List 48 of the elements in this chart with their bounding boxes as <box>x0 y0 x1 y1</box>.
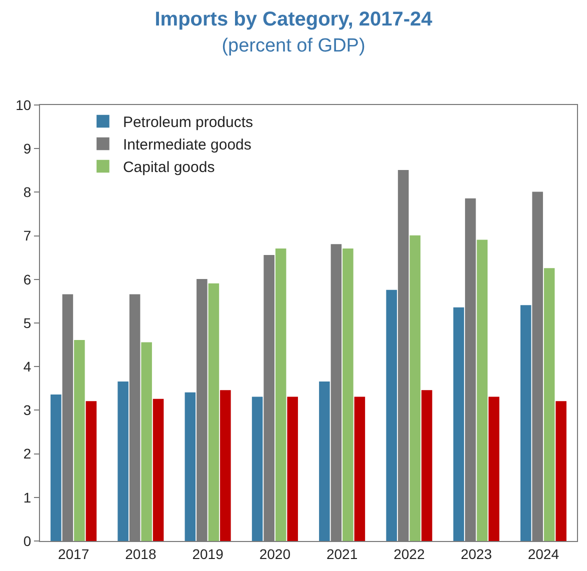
chart-subtitle: (percent of GDP) <box>222 36 366 57</box>
bar <box>86 401 97 541</box>
bar <box>184 392 196 541</box>
y-tick-label: 10 <box>16 96 32 113</box>
bar <box>544 268 555 541</box>
x-tick-label: 2020 <box>259 546 291 562</box>
x-tick-label: 2019 <box>192 546 224 562</box>
bar <box>386 290 397 541</box>
bar <box>342 248 354 541</box>
x-tick-label: 2022 <box>394 546 425 562</box>
bar <box>208 283 220 541</box>
bar <box>275 248 286 541</box>
y-tick-label: 8 <box>23 184 32 200</box>
bar <box>152 398 164 541</box>
legend-label: Intermediate goods <box>122 136 252 154</box>
bar <box>50 394 62 541</box>
bar <box>520 305 532 541</box>
y-tick-label: 7 <box>23 228 32 244</box>
bar <box>118 381 128 541</box>
x-tick-label: 2021 <box>326 546 358 562</box>
bar <box>410 235 420 541</box>
y-tick-label: 9 <box>23 140 32 156</box>
bar <box>488 396 500 541</box>
y-tick-label: 6 <box>23 271 32 288</box>
bar <box>141 342 152 541</box>
x-tick-label: 2024 <box>528 546 560 562</box>
bar <box>421 390 432 541</box>
y-tick-label: 0 <box>23 532 32 549</box>
bar <box>287 396 298 541</box>
y-tick-label: 2 <box>23 446 32 462</box>
bar <box>556 401 566 541</box>
chart-title: Imports by Category, 2017-24 <box>154 8 434 31</box>
bar <box>74 340 85 541</box>
bar <box>354 396 366 541</box>
y-tick-label: 1 <box>23 489 32 506</box>
y-tick-label: 4 <box>23 358 32 374</box>
bar <box>252 396 263 541</box>
bar <box>319 381 330 541</box>
bar <box>220 390 231 541</box>
bar <box>476 240 488 541</box>
x-tick-label: 2017 <box>58 546 90 562</box>
x-tick-label: 2023 <box>460 546 492 562</box>
y-tick-label: 5 <box>23 314 32 331</box>
x-tick-label: 2018 <box>125 546 156 562</box>
legend-label: Capital goods <box>122 159 215 176</box>
legend-label: Petroleum products <box>122 114 254 132</box>
y-tick-label: 3 <box>23 402 32 418</box>
bar <box>453 307 464 541</box>
